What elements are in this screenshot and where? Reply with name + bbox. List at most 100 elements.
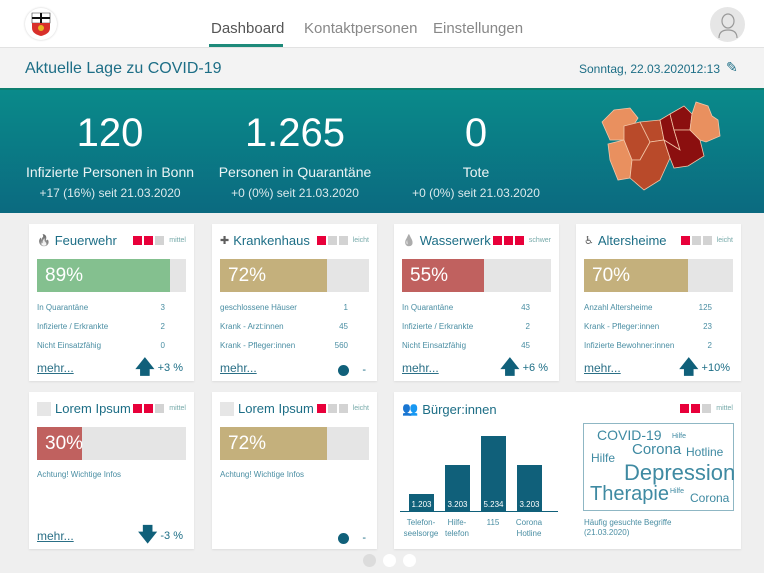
stat-label: Infizierte Bewohner:innen [584, 341, 675, 350]
district-map[interactable] [600, 100, 730, 192]
severity-square [327, 404, 337, 413]
card-title: 💧 Wasserwerk [402, 233, 491, 248]
more-link[interactable]: mehr... [220, 361, 257, 375]
cloud-word[interactable]: Hilfe [670, 488, 685, 495]
more-link[interactable]: mehr... [37, 361, 74, 375]
cloud-word[interactable]: Hilfe [591, 451, 616, 465]
card-title-text: Lorem Ipsum [55, 401, 131, 416]
stat-value: 125 [698, 303, 712, 312]
stat-value: 3 [160, 303, 165, 312]
stat-label: Nicht Einsatzfähig [37, 341, 102, 350]
card-title-text: Lorem Ipsum [238, 401, 314, 416]
chart-bar[interactable]: 3.203 [445, 465, 470, 511]
cloud-word[interactable]: Hilfe [672, 433, 687, 440]
kpi-change: +0 (0%) seit 21.03.2020 [412, 186, 540, 200]
trend-label: +3 % [157, 362, 183, 374]
stat-row: geschlossene Häuser 1 [220, 303, 348, 312]
card-title: 👥 Bürger:innen [402, 401, 497, 417]
stat-row: Anzahl Altersheime 125 [584, 303, 712, 312]
chart-bar[interactable]: 1.203 [409, 493, 434, 511]
info-note: Achtung! Wichtige Infos [220, 470, 305, 479]
stat-label: Krank - Arzt:innen [220, 322, 284, 331]
severity-square [702, 236, 712, 245]
severity-square [503, 236, 513, 245]
stat-value: 2 [707, 341, 712, 350]
chart-bar[interactable]: 3.203 [517, 465, 542, 511]
cloud-word[interactable]: Therapie [590, 483, 669, 505]
cloud-word[interactable]: Corona [632, 441, 682, 458]
stat-row: Nicht Einsatzfähig 45 [402, 341, 530, 350]
stat-row: Krank - Pfleger:innen 23 [584, 322, 712, 331]
page-dot-1[interactable] [363, 554, 376, 567]
severity-square [144, 236, 154, 245]
chart-category-label: Hilfe- telefon [444, 518, 470, 538]
kpi-change: +17 (16%) seit 21.03.2020 [39, 186, 181, 200]
severity-indicator: leicht [316, 404, 369, 413]
card-title: ✚ Krankenhaus [220, 233, 310, 248]
word-cloud-caption: Häufig gesuchte Begriffe (21.03.2020) [584, 518, 672, 537]
water-drops-icon: 💧 [402, 235, 416, 247]
stat-value: 2 [525, 322, 530, 331]
more-link[interactable]: mehr... [37, 529, 74, 543]
people-icon: 👥 [402, 401, 419, 416]
kpi-deaths: 0 Tote +0 (0%) seit 21.03.2020 [376, 110, 576, 200]
card-title: Lorem Ipsum [37, 401, 131, 416]
severity-square [155, 236, 165, 245]
stat-label: Infizierte / Erkrankte [402, 322, 474, 331]
severity-label: leicht [352, 237, 369, 244]
severity-square [144, 404, 154, 413]
cloud-word[interactable]: COVID-19 [597, 427, 662, 443]
active-tab-indicator [209, 44, 283, 47]
card-krankenhaus: ✚ Krankenhaus leicht 72% geschlossene Häuser… [212, 224, 377, 381]
kpi-value: 0 [464, 111, 488, 155]
edit-pencil-icon[interactable]: ✎ [726, 59, 738, 75]
page-dot-3[interactable] [403, 554, 416, 567]
placeholder-icon [37, 401, 51, 416]
card-title-text: Krankenhaus [233, 233, 310, 248]
stat-label: Infizierte / Erkrankte [37, 322, 109, 331]
severity-label: mittel [169, 405, 186, 412]
stat-label: In Quarantäne [37, 303, 89, 312]
severity-square [680, 404, 690, 413]
trend-dot-icon [338, 532, 350, 544]
cloud-word[interactable]: Depression [624, 460, 736, 485]
tab-einstellungen[interactable]: Einstellungen [433, 20, 524, 37]
kpi-label: Personen in Quarantäne [218, 164, 372, 180]
stat-value: 560 [334, 341, 348, 350]
progress-bar: 30% [37, 427, 186, 460]
trend-label: +6 % [522, 362, 548, 374]
progress-fill: 55% [402, 259, 484, 292]
page-title: Aktuelle Lage zu COVID-19 [25, 60, 222, 77]
placeholder-icon [220, 401, 234, 416]
kpi-label: Infizierte Personen in Bonn [25, 164, 195, 180]
arrow-up-icon: 🡅 [135, 357, 155, 378]
stat-row: Nicht Einsatzfähig 0 [37, 341, 165, 350]
subheader [0, 47, 764, 88]
card-feuerwehr: 🔥 Feuerwehr mittel 89% In Quarantäne 3 Infizie… [29, 224, 194, 381]
elderly-icon: ♿ [584, 235, 594, 247]
page-dot-2[interactable] [383, 554, 396, 567]
trend-indicator: 🡅 +3 % [135, 357, 183, 378]
user-avatar[interactable] [710, 7, 745, 42]
card-title: ♿ Altersheime [584, 233, 667, 248]
severity-square [316, 236, 326, 245]
bonn-coat-of-arms-logo[interactable] [25, 8, 57, 40]
cloud-word[interactable]: Corona [690, 491, 730, 505]
card-title-text: Altersheime [597, 233, 667, 248]
tab-kontaktpersonen[interactable]: Kontaktpersonen [304, 20, 418, 37]
more-link[interactable]: mehr... [402, 361, 439, 375]
stat-label: geschlossene Häuser [220, 303, 297, 312]
tab-dashboard[interactable]: Dashboard [211, 20, 285, 37]
stat-label: Krank - Pfleger:innen [584, 322, 660, 331]
kpi-quarantine: 1.265 Personen in Quarantäne +0 (0%) seit … [195, 110, 395, 200]
kpi-label: Tote [462, 164, 490, 180]
cloud-word[interactable]: Hotline [686, 445, 724, 459]
severity-square [133, 236, 143, 245]
chart-bar[interactable]: 5.234 [481, 436, 506, 511]
more-link[interactable]: mehr... [584, 361, 621, 375]
severity-indicator: mittel [133, 404, 186, 413]
chart-category-label: 115 [486, 518, 500, 527]
severity-indicator: leicht [316, 236, 369, 245]
severity-indicator: mittel [133, 236, 186, 245]
kpi-value: 120 [76, 111, 144, 155]
